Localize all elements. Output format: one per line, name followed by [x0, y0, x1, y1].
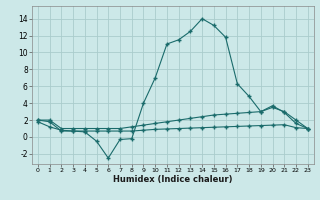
X-axis label: Humidex (Indice chaleur): Humidex (Indice chaleur) [113, 175, 233, 184]
